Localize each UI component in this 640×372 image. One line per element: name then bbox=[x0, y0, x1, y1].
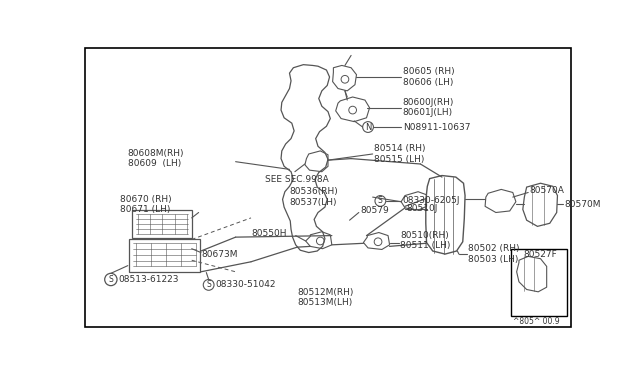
Bar bbox=[132, 210, 192, 238]
Text: 80536(RH)
80537(LH): 80536(RH) 80537(LH) bbox=[289, 187, 339, 207]
Text: 08330-51042: 08330-51042 bbox=[216, 280, 276, 289]
Text: 80514 (RH)
80515 (LH): 80514 (RH) 80515 (LH) bbox=[374, 144, 426, 164]
Text: 80550H: 80550H bbox=[251, 229, 287, 238]
Bar bbox=[129, 240, 200, 272]
Text: 80605 (RH)
80606 (LH): 80605 (RH) 80606 (LH) bbox=[403, 67, 454, 87]
Text: S: S bbox=[109, 275, 113, 284]
Text: 80527F: 80527F bbox=[523, 250, 557, 259]
Text: 08513-61223: 08513-61223 bbox=[118, 275, 179, 284]
Text: 80600J(RH)
80601J(LH): 80600J(RH) 80601J(LH) bbox=[403, 98, 454, 118]
Text: 80510(RH)
80511 (LH): 80510(RH) 80511 (LH) bbox=[401, 231, 451, 250]
Text: 80608M(RH)
80609  (LH): 80608M(RH) 80609 (LH) bbox=[128, 149, 184, 168]
Text: 80670 (RH)
80671 (LH): 80670 (RH) 80671 (LH) bbox=[120, 195, 172, 215]
Text: 08330-6205J: 08330-6205J bbox=[403, 196, 460, 205]
Text: 80512M(RH)
80513M(LH): 80512M(RH) 80513M(LH) bbox=[297, 288, 353, 307]
Text: 80502 (RH)
80503 (LH): 80502 (RH) 80503 (LH) bbox=[468, 244, 520, 264]
Text: 80673M: 80673M bbox=[201, 250, 237, 259]
Text: ^805^ 00.9: ^805^ 00.9 bbox=[513, 317, 559, 326]
Text: 80570A: 80570A bbox=[530, 186, 564, 195]
Text: S: S bbox=[206, 280, 211, 289]
Text: S: S bbox=[378, 196, 383, 205]
Text: N: N bbox=[365, 122, 371, 132]
Text: 80570M: 80570M bbox=[564, 199, 601, 209]
Text: SEE SEC.998A: SEE SEC.998A bbox=[265, 175, 328, 184]
Text: 80579: 80579 bbox=[360, 206, 389, 215]
Text: N08911-10637: N08911-10637 bbox=[403, 122, 470, 132]
Text: 80510J: 80510J bbox=[406, 204, 438, 213]
Bar bbox=[511, 249, 568, 317]
